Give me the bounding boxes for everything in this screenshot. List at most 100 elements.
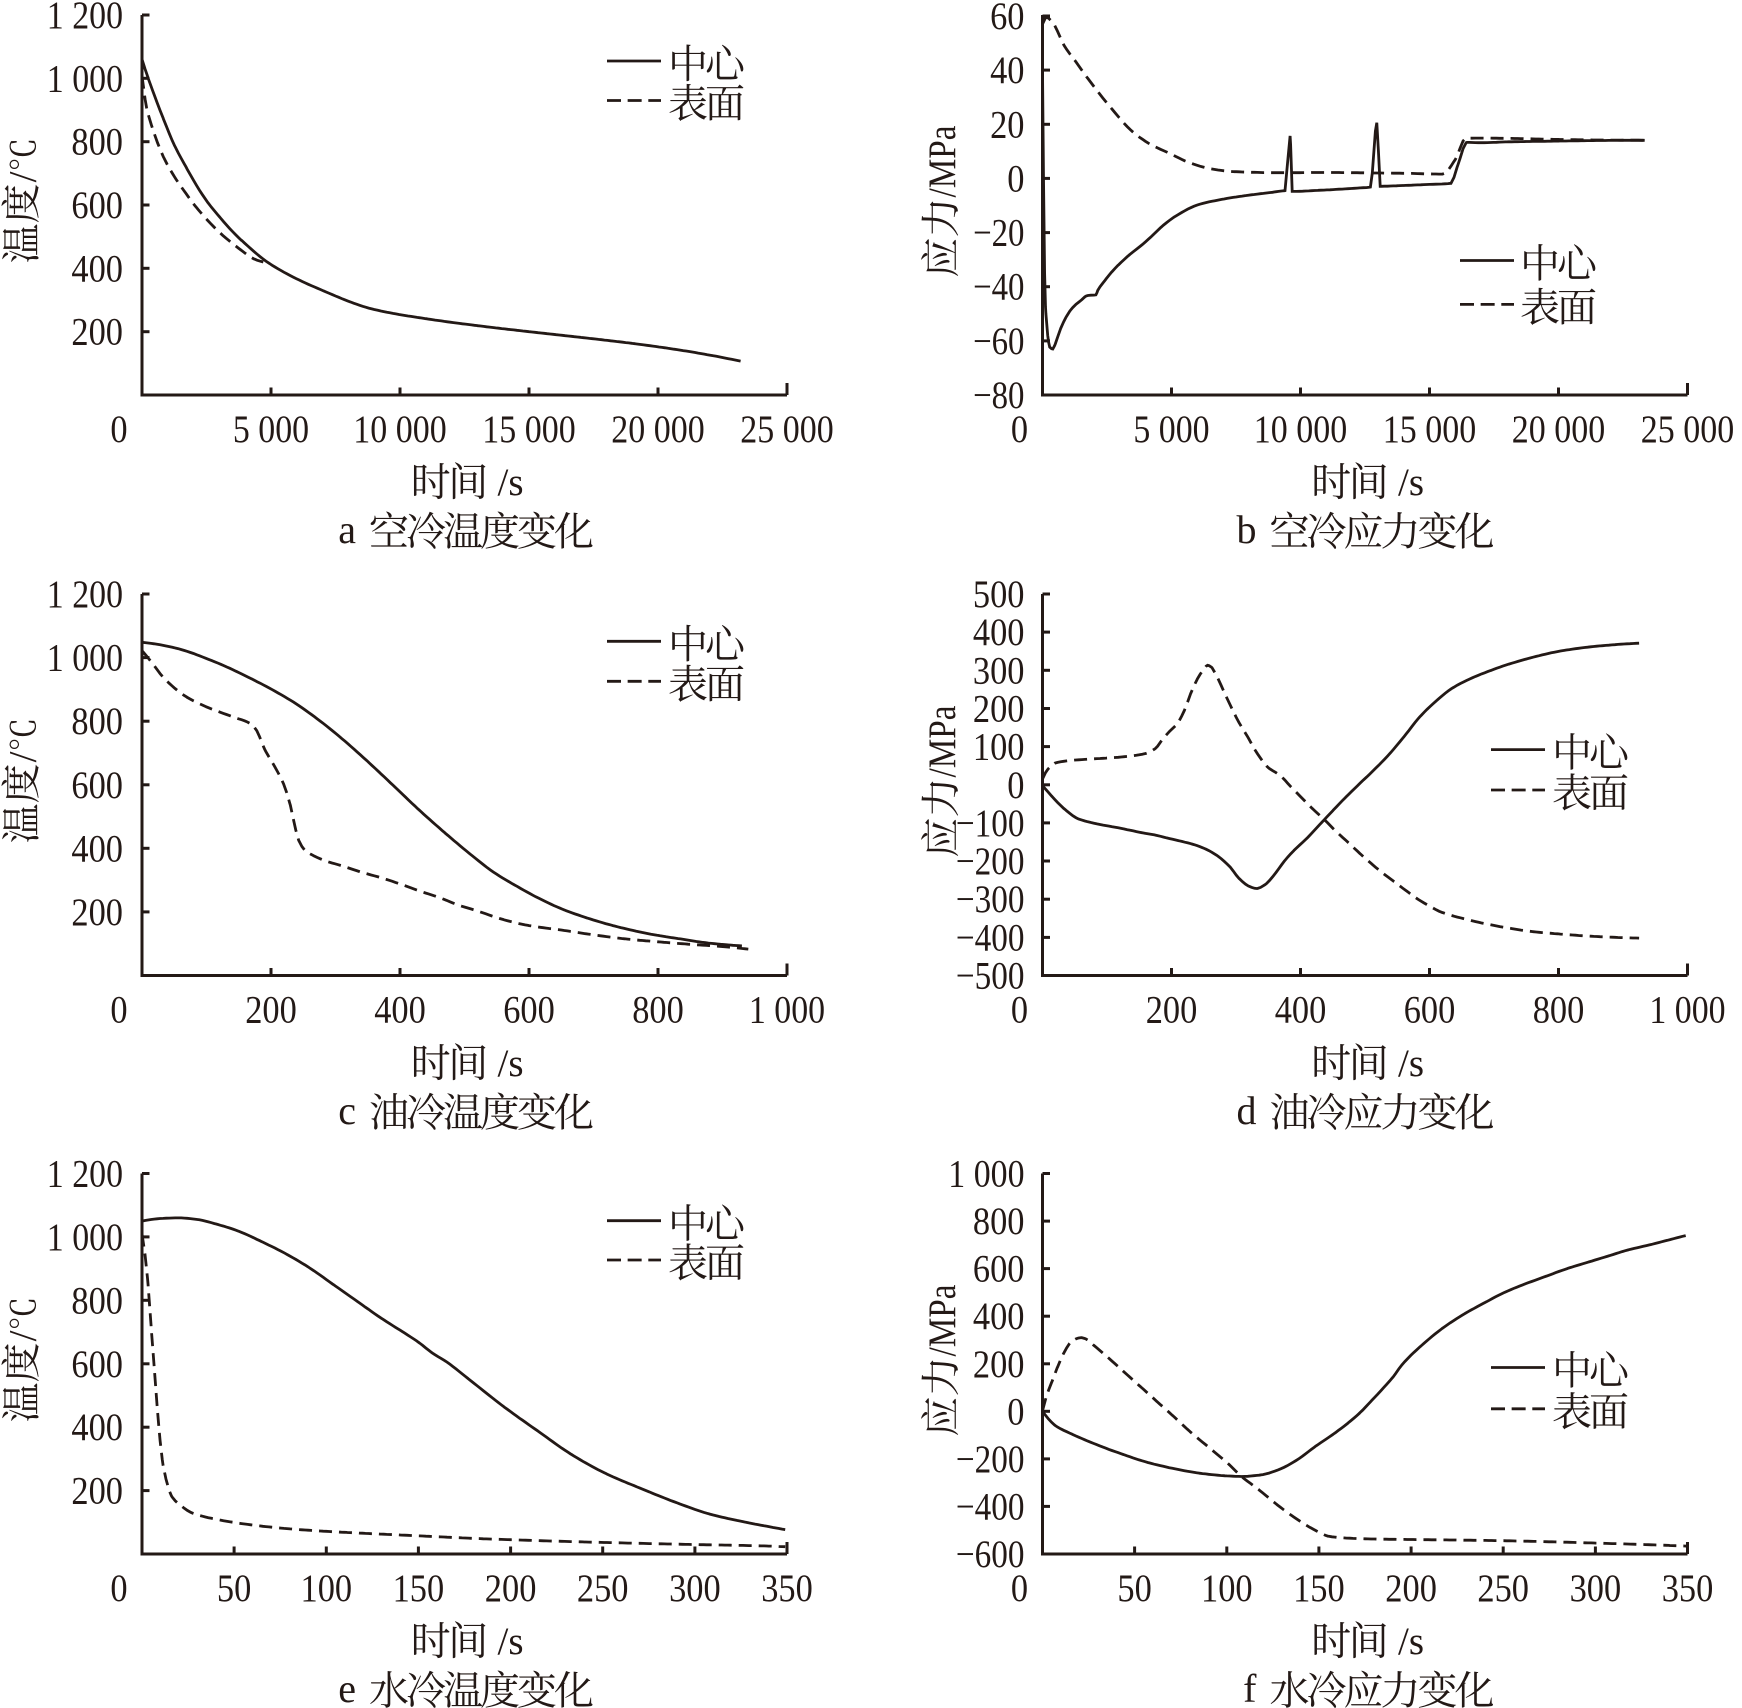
svg-text:0: 0 — [110, 989, 127, 1032]
svg-text:0: 0 — [1011, 408, 1028, 451]
svg-text:/s: /s — [498, 1042, 524, 1085]
svg-text:20 000: 20 000 — [1512, 408, 1605, 451]
svg-text:0: 0 — [110, 1567, 127, 1610]
svg-text:600: 600 — [503, 989, 555, 1032]
svg-text:5 000: 5 000 — [233, 408, 309, 451]
svg-text:a: a — [338, 507, 356, 552]
svg-text:600: 600 — [71, 1343, 123, 1386]
svg-text:200: 200 — [485, 1567, 537, 1610]
svg-text:600: 600 — [71, 764, 123, 807]
svg-text:200: 200 — [1385, 1567, 1437, 1610]
svg-text:−300: −300 — [956, 878, 1025, 921]
svg-text:50: 50 — [1117, 1567, 1151, 1610]
svg-text:1 200: 1 200 — [47, 1153, 123, 1196]
svg-text:/s: /s — [1398, 461, 1424, 504]
svg-text:/: / — [2, 1330, 45, 1341]
svg-text:0: 0 — [1007, 1390, 1024, 1433]
svg-text:800: 800 — [632, 989, 684, 1032]
svg-text:200: 200 — [973, 1343, 1025, 1386]
svg-text:0: 0 — [1011, 1567, 1028, 1610]
svg-text:/s: /s — [498, 1620, 524, 1663]
svg-text:300: 300 — [669, 1567, 721, 1610]
svg-text:−400: −400 — [956, 1485, 1025, 1528]
svg-text:15 000: 15 000 — [482, 408, 575, 451]
svg-text:40: 40 — [990, 49, 1024, 92]
svg-text:20: 20 — [990, 103, 1024, 146]
svg-text:/MPa: /MPa — [921, 706, 964, 778]
svg-text:400: 400 — [374, 989, 426, 1032]
svg-text:100: 100 — [1201, 1567, 1253, 1610]
svg-text:400: 400 — [71, 247, 123, 290]
svg-text:c: c — [338, 1088, 356, 1133]
svg-text:1 000: 1 000 — [47, 1216, 123, 1259]
svg-text:150: 150 — [393, 1567, 445, 1610]
svg-text:/s: /s — [498, 461, 524, 504]
svg-text:−200: −200 — [956, 1438, 1025, 1481]
svg-text:800: 800 — [71, 121, 123, 164]
svg-text:1 200: 1 200 — [47, 573, 123, 616]
svg-text:20 000: 20 000 — [611, 408, 704, 451]
svg-text:−200: −200 — [956, 840, 1025, 883]
svg-text:d: d — [1237, 1088, 1257, 1133]
svg-text:600: 600 — [71, 184, 123, 227]
svg-text:1 000: 1 000 — [948, 1153, 1024, 1196]
svg-text:1 000: 1 000 — [47, 57, 123, 100]
svg-text:200: 200 — [71, 891, 123, 934]
svg-text:400: 400 — [71, 1406, 123, 1449]
svg-text:−60: −60 — [973, 320, 1024, 363]
svg-text:−400: −400 — [956, 916, 1025, 959]
svg-text:400: 400 — [973, 611, 1025, 654]
svg-text:100: 100 — [301, 1567, 353, 1610]
svg-text:800: 800 — [71, 1279, 123, 1322]
svg-text:/s: /s — [1398, 1620, 1424, 1663]
svg-text:/MPa: /MPa — [921, 1285, 964, 1357]
svg-text:400: 400 — [71, 827, 123, 870]
svg-text:−500: −500 — [956, 955, 1025, 998]
svg-text:5 000: 5 000 — [1133, 408, 1209, 451]
svg-text:−40: −40 — [973, 266, 1024, 309]
svg-text:10 000: 10 000 — [1254, 408, 1347, 451]
svg-text:−600: −600 — [956, 1533, 1025, 1576]
svg-text:1 000: 1 000 — [1649, 989, 1725, 1032]
svg-text:/: / — [2, 751, 45, 762]
svg-text:500: 500 — [973, 573, 1025, 616]
svg-text:1 000: 1 000 — [749, 989, 825, 1032]
svg-text:800: 800 — [1533, 989, 1585, 1032]
svg-text:300: 300 — [1570, 1567, 1622, 1610]
svg-text:250: 250 — [1477, 1567, 1529, 1610]
svg-text:200: 200 — [973, 688, 1025, 731]
svg-text:e: e — [338, 1666, 356, 1708]
svg-text:350: 350 — [1662, 1567, 1714, 1610]
svg-text:150: 150 — [1293, 1567, 1345, 1610]
svg-text:−80: −80 — [973, 374, 1024, 417]
svg-text:10 000: 10 000 — [353, 408, 446, 451]
svg-text:b: b — [1237, 507, 1257, 552]
svg-text:200: 200 — [1146, 989, 1198, 1032]
svg-text:800: 800 — [973, 1200, 1025, 1243]
svg-text:800: 800 — [71, 700, 123, 743]
svg-text:600: 600 — [973, 1248, 1025, 1291]
svg-text:0: 0 — [110, 408, 127, 451]
svg-text:400: 400 — [1275, 989, 1327, 1032]
svg-text:15 000: 15 000 — [1383, 408, 1476, 451]
svg-text:200: 200 — [71, 311, 123, 354]
svg-text:350: 350 — [761, 1567, 813, 1610]
svg-text:25 000: 25 000 — [1641, 408, 1734, 451]
svg-text:/: / — [2, 171, 45, 182]
svg-text:200: 200 — [71, 1470, 123, 1513]
svg-text:0: 0 — [1007, 157, 1024, 200]
svg-text:−20: −20 — [973, 212, 1024, 255]
svg-text:25 000: 25 000 — [740, 408, 833, 451]
svg-text:0: 0 — [1007, 764, 1024, 807]
svg-text:300: 300 — [973, 649, 1025, 692]
svg-text:250: 250 — [577, 1567, 629, 1610]
svg-text:200: 200 — [245, 989, 297, 1032]
svg-text:100: 100 — [973, 726, 1025, 769]
svg-text:600: 600 — [1404, 989, 1456, 1032]
svg-text:50: 50 — [217, 1567, 251, 1610]
svg-text:f: f — [1243, 1666, 1257, 1708]
svg-text:400: 400 — [973, 1295, 1025, 1338]
svg-text:60: 60 — [990, 0, 1024, 38]
svg-text:/MPa: /MPa — [921, 126, 964, 198]
svg-text:1 200: 1 200 — [47, 0, 123, 37]
